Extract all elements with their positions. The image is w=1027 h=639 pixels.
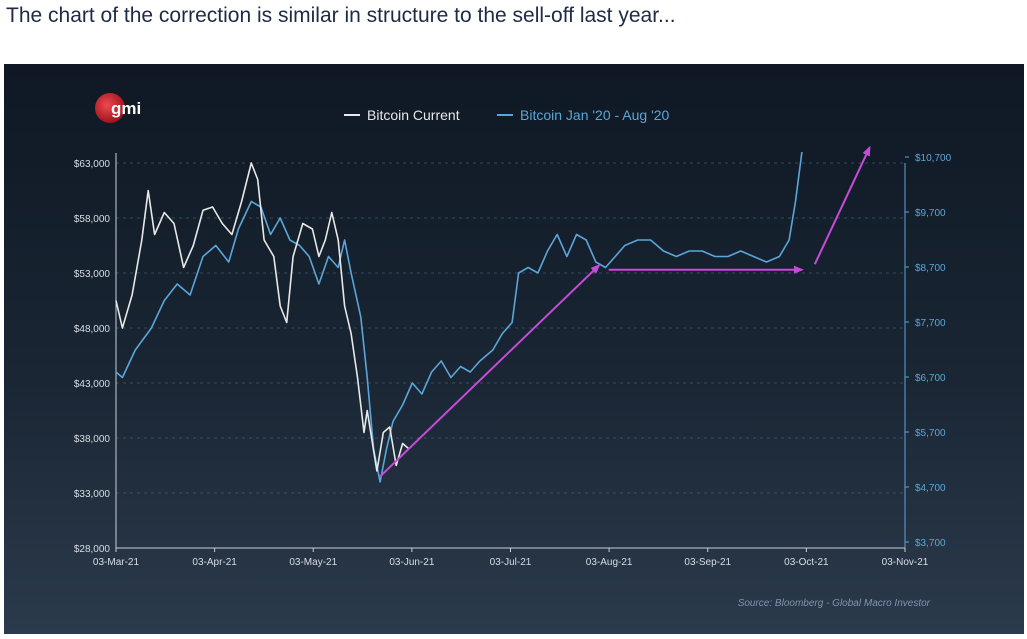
x-tick-label: 03-May-21	[289, 557, 337, 568]
series-line-current	[115, 162, 410, 472]
y-right-tick-label: $3,700	[915, 538, 946, 549]
y-right-tick-label: $10,700	[915, 153, 952, 164]
legend: Bitcoin Current Bitcoin Jan '20 - Aug '2…	[344, 107, 670, 123]
source-note: Source: Bloomberg - Global Macro Investo…	[738, 598, 931, 609]
logo-text: gmi	[111, 99, 141, 118]
logo-globe-icon	[95, 93, 125, 123]
annotation-arrow	[379, 263, 601, 478]
y-left-tick-label: $33,000	[74, 489, 111, 500]
x-tick-label: 03-Aug-21	[586, 557, 633, 568]
x-tick-label: 03-Jul-21	[490, 557, 532, 568]
y-right-tick-label: $6,700	[915, 373, 946, 384]
page-title: The chart of the correction is similar i…	[6, 4, 676, 27]
legend-label-current: Bitcoin Current	[367, 107, 460, 123]
y-right-tick-label: $7,700	[915, 318, 946, 329]
y-right-tick-label: $8,700	[915, 263, 946, 274]
y-right-tick-label: $4,700	[915, 483, 946, 494]
y-left-tick-label: $28,000	[74, 544, 111, 555]
gmi-logo: gmi	[95, 93, 141, 123]
y-right-tick-label: $5,700	[915, 428, 946, 439]
y-left-tick-label: $53,000	[74, 269, 111, 280]
x-tick-label: 03-Oct-21	[784, 557, 829, 568]
annotation-arrow	[813, 145, 871, 265]
y-left-tick-label: $58,000	[74, 214, 111, 225]
y-left-tick-label: $43,000	[74, 379, 111, 390]
x-tick-label: 03-Mar-21	[93, 557, 140, 568]
x-tick-label: 03-Sep-21	[684, 557, 731, 568]
gridlines	[116, 162, 905, 549]
axes: $28,000 $33,000 $38,000 $43,000 $48,000 $53,0…	[74, 153, 952, 568]
x-tick-label: 03-Jun-21	[389, 557, 434, 568]
chart-panel: gmi Bitcoin Current Bitcoin Jan '20 - Au…	[4, 64, 1024, 634]
x-tick-label: 03-Apr-21	[192, 557, 237, 568]
y-left-tick-label: $38,000	[74, 434, 111, 445]
series-lines	[115, 151, 803, 483]
y-right-tick-label: $9,700	[915, 208, 946, 219]
legend-label-last-year: Bitcoin Jan '20 - Aug '20	[520, 107, 670, 123]
y-left-tick-label: $63,000	[74, 159, 111, 170]
annotation-arrows	[379, 145, 871, 478]
series-line-last-year	[115, 151, 803, 483]
chart-svg: gmi Bitcoin Current Bitcoin Jan '20 - Au…	[74, 93, 952, 609]
x-tick-label: 03-Nov-21	[882, 557, 929, 568]
y-left-tick-label: $48,000	[74, 324, 111, 335]
